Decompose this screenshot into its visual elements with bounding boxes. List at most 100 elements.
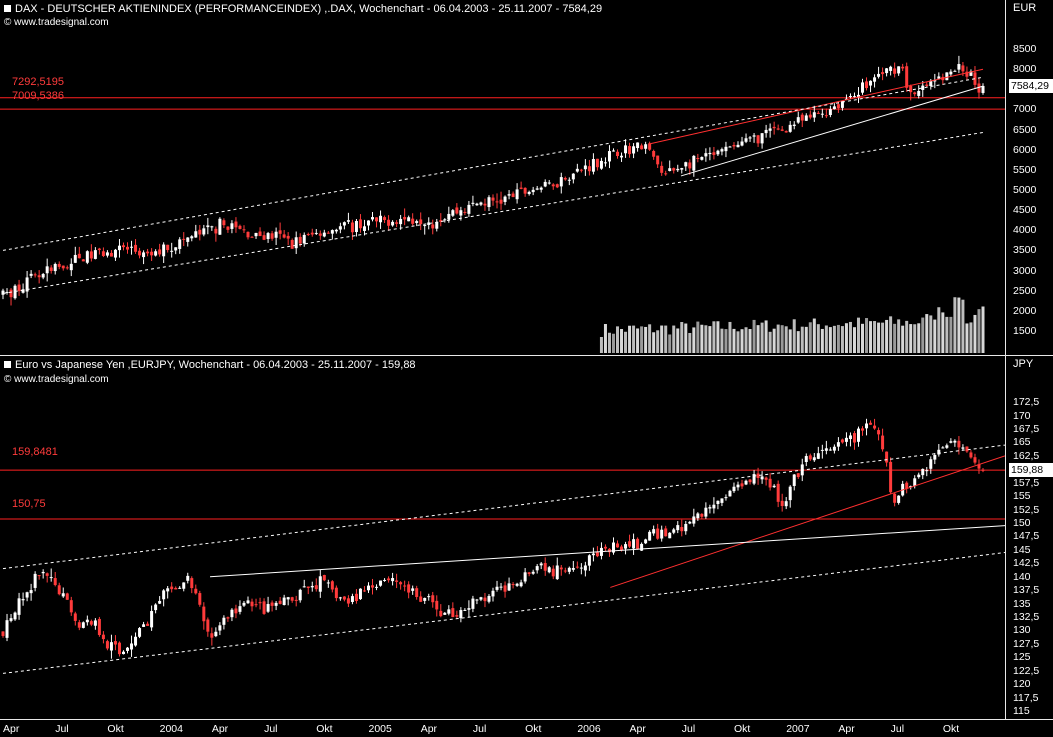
eurjpy-candle-body bbox=[957, 440, 961, 448]
eurjpy-candle-body bbox=[636, 538, 640, 550]
dax-volume-bar bbox=[780, 325, 784, 353]
dax-y-tick: 7000 bbox=[1013, 103, 1037, 116]
dax-candle-body bbox=[728, 146, 732, 148]
eurjpy-candle-body bbox=[820, 449, 824, 451]
eurjpy-y-tick: 122,5 bbox=[1013, 664, 1040, 677]
eurjpy-candle-body bbox=[13, 612, 17, 620]
eurjpy-candle-body bbox=[977, 464, 981, 469]
dax-candle-body bbox=[198, 229, 202, 235]
dax-candle-body bbox=[154, 251, 158, 256]
dax-volume-bar bbox=[949, 316, 953, 353]
eurjpy-candle-body bbox=[1, 631, 5, 636]
dax-volume-bar bbox=[893, 323, 897, 353]
eurjpy-price-axis[interactable]: JPY 172,5170167,5165162,5160157,5155152,… bbox=[1005, 356, 1053, 719]
eurjpy-candle-body bbox=[929, 459, 933, 469]
eurjpy-candle-body bbox=[334, 587, 338, 599]
dax-candle-body bbox=[816, 112, 820, 114]
dax-volume-bar bbox=[873, 321, 877, 353]
eurjpy-candle-body bbox=[37, 575, 41, 577]
eurjpy-candle-body bbox=[282, 597, 286, 606]
dax-volume-bar bbox=[788, 329, 792, 353]
eurjpy-candle-body bbox=[310, 585, 314, 588]
eurjpy-candle-body bbox=[792, 474, 796, 486]
eurjpy-candle-body bbox=[479, 597, 483, 600]
dax-chart-panel[interactable]: DAX - DEUTSCHER AKTIENINDEX (PERFORMANCE… bbox=[0, 0, 1005, 356]
dax-volume-bar bbox=[603, 324, 607, 353]
dax-volume-bar bbox=[909, 324, 913, 353]
eurjpy-candle-body bbox=[680, 527, 684, 532]
eurjpy-candle-body bbox=[688, 521, 692, 524]
x-tick-label: Jul bbox=[264, 723, 278, 735]
dax-volume-bar bbox=[832, 325, 836, 353]
dax-candle-body bbox=[391, 221, 395, 226]
eurjpy-y-tick: 172,5 bbox=[1013, 396, 1040, 409]
eurjpy-candle-body bbox=[816, 453, 820, 459]
dax-y-tick: 6500 bbox=[1013, 123, 1037, 136]
eurjpy-candle-body bbox=[25, 592, 29, 598]
eurjpy-candle-body bbox=[475, 599, 479, 601]
dax-candle-body bbox=[447, 213, 451, 220]
eurjpy-y-tick: 125 bbox=[1013, 651, 1031, 664]
eurjpy-source: © www.tradesignal.com bbox=[4, 374, 109, 385]
x-tick-label: Jul bbox=[890, 723, 905, 735]
eurjpy-candle-body bbox=[447, 609, 451, 614]
x-tick-label: 2005 bbox=[368, 723, 392, 735]
dax-candle-body bbox=[113, 249, 117, 258]
eurjpy-candle-body bbox=[346, 598, 350, 604]
dax-candle-body bbox=[885, 68, 889, 74]
eurjpy-candle-body bbox=[262, 601, 266, 614]
dax-candle-body bbox=[318, 233, 322, 236]
eurjpy-y-tick: 157,5 bbox=[1013, 476, 1040, 489]
dax-volume-bar bbox=[877, 322, 881, 353]
dax-volume-bar bbox=[969, 322, 973, 353]
dax-candle-body bbox=[555, 184, 559, 188]
dax-unit: EUR bbox=[1013, 2, 1037, 14]
dax-candle-body bbox=[346, 220, 350, 222]
dax-candle-body bbox=[342, 222, 346, 226]
eurjpy-candle-body bbox=[93, 620, 97, 626]
dax-candle-body bbox=[21, 289, 25, 293]
dax-volume-bar bbox=[712, 321, 716, 353]
eurjpy-chart-panel[interactable]: Euro vs Japanese Yen ,EURJPY, Wochenchar… bbox=[0, 356, 1005, 719]
dax-volume-bar bbox=[784, 326, 788, 353]
dax-candle-body bbox=[547, 182, 551, 184]
eurjpy-candle-body bbox=[77, 622, 81, 628]
time-axis[interactable]: Apr Jul Okt 2004 Apr Jul Okt 2005 Apr Jul Okt 2006 A… bbox=[0, 719, 1053, 737]
eurjpy-candle-body bbox=[286, 597, 290, 600]
eurjpy-candle-body bbox=[503, 585, 507, 592]
eurjpy-title-text: Euro vs Japanese Yen ,EURJPY, Wochenchar… bbox=[15, 359, 416, 371]
eurjpy-candle-body bbox=[832, 446, 836, 451]
dax-candle-body bbox=[957, 64, 961, 70]
eurjpy-trendline bbox=[610, 455, 1005, 588]
eurjpy-candle-body bbox=[97, 618, 101, 635]
dax-volume-bar bbox=[768, 331, 772, 353]
eurjpy-candle-body bbox=[945, 445, 949, 448]
eurjpy-candle-body bbox=[555, 565, 559, 580]
eurjpy-candle-body bbox=[53, 578, 57, 586]
dax-candle-body bbox=[977, 83, 981, 93]
eurjpy-y-tick: 130 bbox=[1013, 624, 1031, 637]
dax-price-axis[interactable]: EUR 850080007500700065006000550050004500… bbox=[1005, 0, 1053, 356]
dax-volume-bar bbox=[744, 327, 748, 353]
dax-candle-body bbox=[535, 188, 539, 190]
dax-candle-body bbox=[937, 76, 941, 79]
eurjpy-candle-body bbox=[198, 593, 202, 605]
dax-volume-bar bbox=[728, 321, 732, 353]
dax-candle-body bbox=[471, 202, 475, 204]
eurjpy-candle-body bbox=[138, 628, 142, 637]
eurjpy-candle-body bbox=[9, 618, 13, 621]
eurjpy-y-tick: 150 bbox=[1013, 516, 1031, 529]
eurjpy-candle-body bbox=[375, 586, 379, 588]
dax-candle-body bbox=[121, 245, 125, 248]
dax-volume-bar bbox=[620, 329, 624, 353]
eurjpy-candle-body bbox=[543, 563, 547, 571]
dax-candle-body bbox=[158, 249, 162, 255]
dax-candle-body bbox=[856, 94, 860, 98]
eurjpy-candle-body bbox=[202, 606, 206, 622]
dax-candle-body bbox=[105, 252, 109, 256]
dax-volume-bar bbox=[772, 328, 776, 353]
eurjpy-candle-body bbox=[953, 440, 957, 443]
dax-candle-body bbox=[286, 235, 290, 239]
dax-volume-bar bbox=[856, 317, 860, 353]
dax-candle-body bbox=[362, 226, 366, 231]
